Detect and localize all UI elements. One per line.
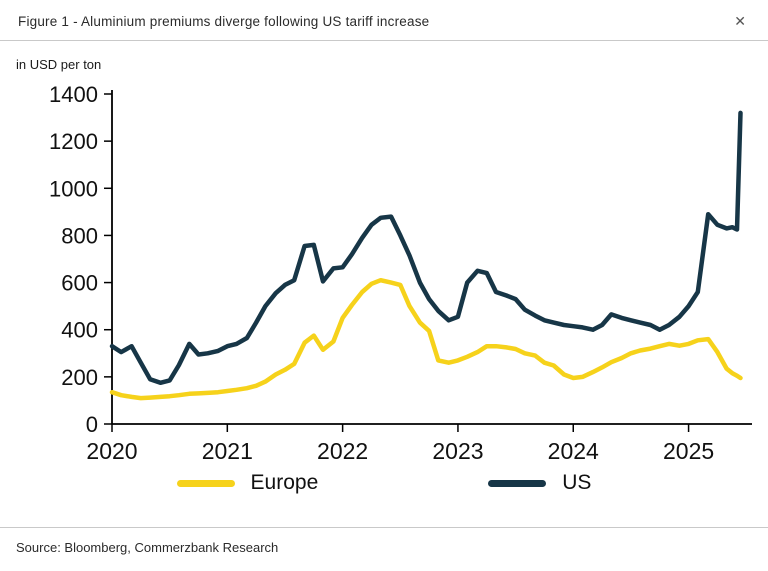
legend-label-us: US — [562, 471, 592, 494]
y-tick-label: 600 — [61, 271, 98, 296]
x-tick-label: 2024 — [548, 438, 599, 464]
us-line — [109, 110, 743, 386]
chart-legend: Europe US — [0, 471, 768, 495]
europe-line-swatch — [176, 479, 235, 487]
source-text: Source: Bloomberg, Commerzbank Research — [16, 540, 279, 555]
legend-item-europe: Europe — [176, 471, 319, 495]
figure-title: Figure 1 - Aluminium premiums diverge fo… — [18, 13, 430, 29]
line-chart: 0 200 400 600 800 1000 1200 1400 2020 2021 2022 202… — [49, 82, 752, 464]
close-icon[interactable]: ✕ — [734, 13, 746, 29]
x-tick-label: 2021 — [202, 438, 253, 464]
y-tick-label: 1400 — [49, 82, 98, 107]
x-tick-label: 2025 — [663, 438, 714, 464]
header-divider — [0, 40, 768, 41]
europe-line — [109, 277, 743, 401]
figure-footer: Source: Bloomberg, Commerzbank Research — [0, 527, 768, 571]
y-axis-units-label: in USD per ton — [16, 57, 102, 72]
x-tick-label: 2023 — [432, 438, 483, 464]
y-tick-label: 200 — [61, 365, 98, 390]
y-tick-label: 400 — [61, 318, 98, 343]
y-tick-label: 1000 — [49, 176, 98, 201]
x-tick-label: 2020 — [86, 438, 137, 464]
figure-header: Figure 1 - Aluminium premiums diverge fo… — [0, 0, 768, 40]
legend-item-us: US — [488, 471, 591, 495]
legend-label-europe: Europe — [250, 471, 319, 494]
y-tick-label: 0 — [86, 412, 98, 437]
y-tick-label: 800 — [61, 223, 98, 248]
x-tick-label: 2022 — [317, 438, 368, 464]
us-line-swatch — [488, 479, 547, 487]
y-tick-label: 1200 — [49, 129, 98, 154]
